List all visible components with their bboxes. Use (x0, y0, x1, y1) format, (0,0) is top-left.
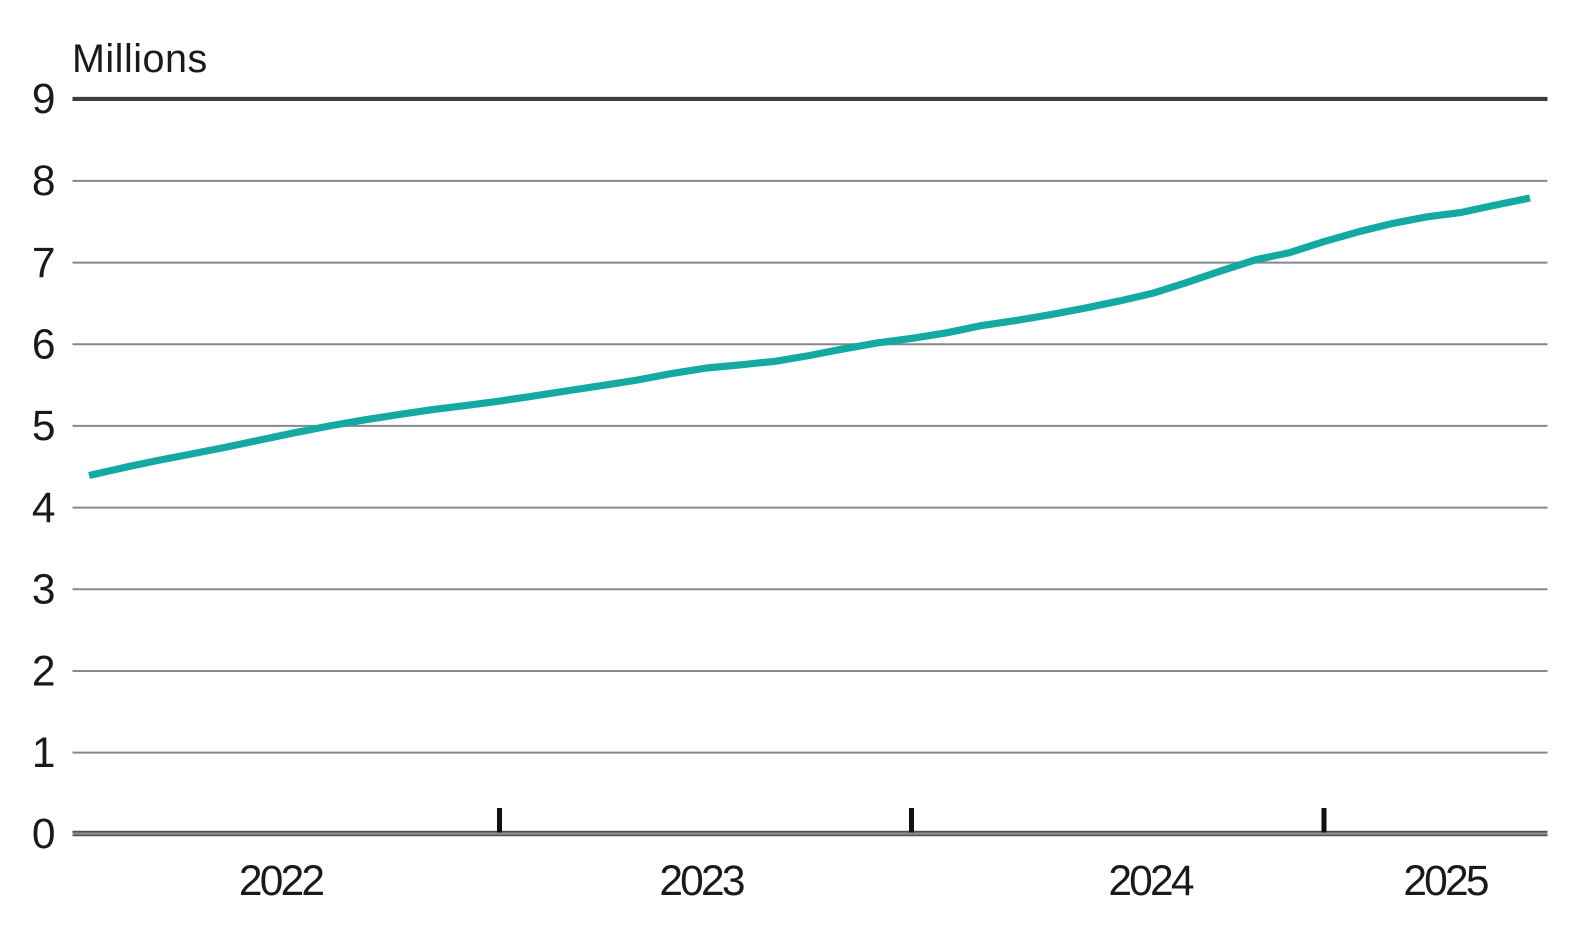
svg-text:3: 3 (32, 567, 56, 614)
svg-text:2: 2 (32, 648, 56, 695)
svg-text:5: 5 (32, 403, 56, 450)
svg-text:2024: 2024 (1108, 858, 1194, 905)
svg-text:1: 1 (32, 730, 56, 777)
svg-text:2025: 2025 (1403, 858, 1488, 905)
svg-text:6: 6 (32, 322, 56, 369)
svg-text:8: 8 (32, 158, 56, 205)
svg-text:4: 4 (32, 485, 56, 532)
svg-text:0: 0 (32, 811, 56, 858)
svg-text:9: 9 (32, 76, 56, 123)
svg-text:7: 7 (32, 240, 56, 287)
svg-text:Millions: Millions (72, 37, 208, 81)
svg-text:2023: 2023 (659, 858, 744, 905)
svg-text:2022: 2022 (239, 858, 324, 905)
